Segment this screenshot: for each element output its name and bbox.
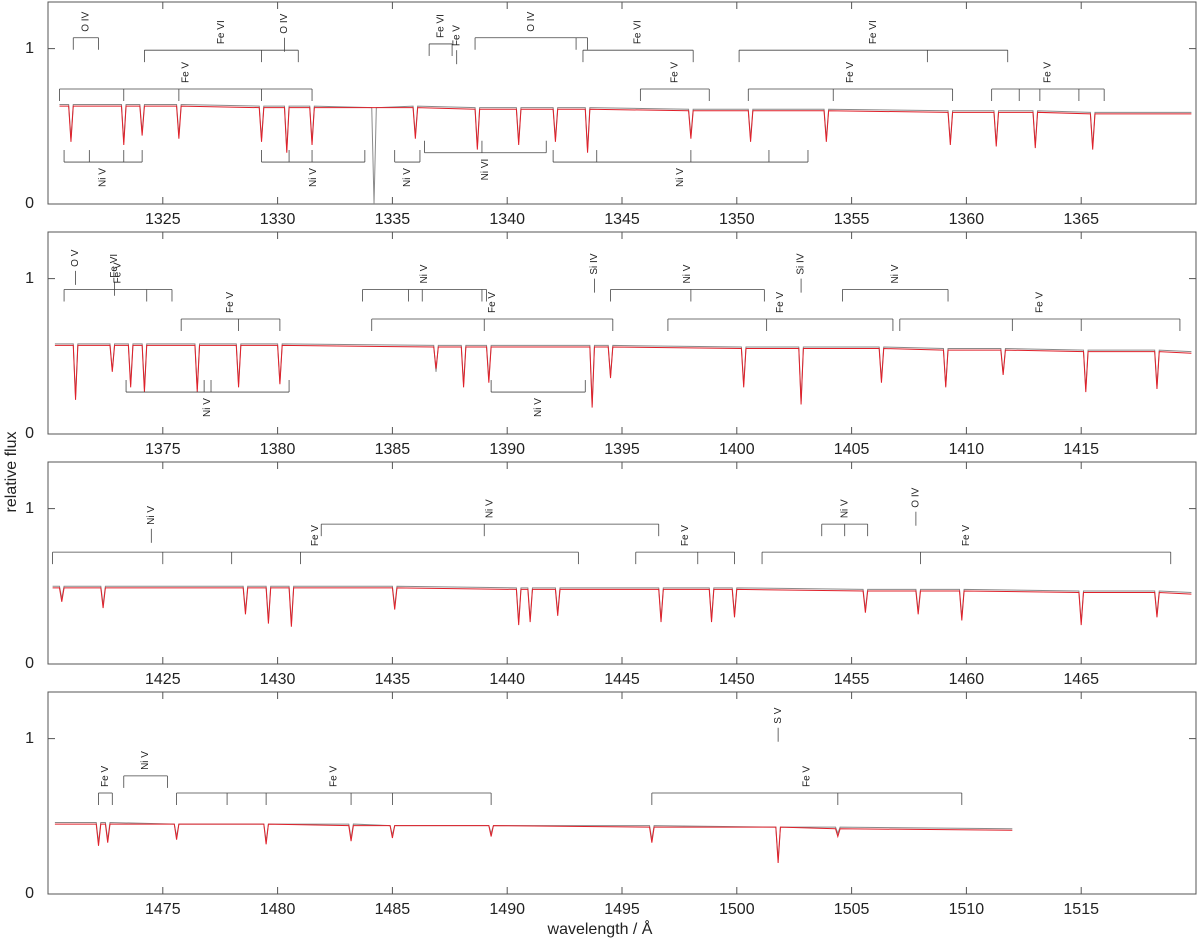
x-tick-label: 1350 [719, 211, 755, 228]
plot-frame [47, 461, 1197, 665]
x-tick-label: 1340 [489, 211, 525, 228]
id-label: Ni V [675, 168, 686, 187]
id-label: Ni V [533, 398, 544, 417]
id-label: Fe V [113, 262, 124, 283]
x-tick-label: 1345 [604, 211, 640, 228]
id-label: Ni V [890, 264, 901, 283]
id-label: Fe VI [633, 20, 644, 44]
id-label: Si IV [589, 253, 600, 274]
id-label: Fe V [100, 766, 111, 787]
spectrum-line [54, 822, 1013, 860]
x-tick-label: 1435 [375, 671, 411, 688]
x-tick-label: 1390 [489, 441, 525, 458]
id-label: Fe VI [216, 20, 227, 44]
x-tick-label: 1505 [834, 901, 870, 918]
id-label: Fe V [680, 525, 691, 546]
spectrum-line [59, 105, 1192, 153]
y-tick-label: 1 [25, 40, 34, 57]
y-tick-label: 1 [25, 270, 34, 287]
id-label: Fe V [961, 525, 972, 546]
x-tick-label: 1500 [719, 901, 755, 918]
y-tick-label: 0 [25, 885, 34, 902]
id-label: S V [773, 707, 784, 723]
spectrum-line [59, 104, 1192, 205]
id-label: Ni V [839, 499, 850, 518]
id-label: Ni V [98, 168, 109, 187]
id-label: O IV [526, 11, 537, 31]
x-tick-label: 1475 [145, 901, 181, 918]
id-label: Fe V [845, 62, 856, 83]
x-tick-label: 1495 [604, 901, 640, 918]
id-label: Fe V [328, 766, 339, 787]
id-label: Ni V [682, 264, 693, 283]
x-tick-label: 1455 [834, 671, 870, 688]
x-tick-label: 1325 [145, 211, 181, 228]
plot-frame [47, 231, 1197, 435]
x-tick-label: 1480 [260, 901, 296, 918]
id-label: Fe V [451, 25, 462, 46]
x-tick-label: 1330 [260, 211, 296, 228]
x-tick-label: 1450 [719, 671, 755, 688]
x-tick-label: 1445 [604, 671, 640, 688]
x-tick-label: 1405 [834, 441, 870, 458]
x-tick-label: 1365 [1063, 211, 1099, 228]
id-label: Ni V [402, 168, 413, 187]
y-tick-label: 1 [25, 730, 34, 747]
x-tick-label: 1440 [489, 671, 525, 688]
id-label: Ni V [485, 499, 496, 518]
x-tick-label: 1430 [260, 671, 296, 688]
id-label: O IV [81, 11, 92, 31]
id-label: Si IV [796, 253, 807, 274]
x-axis-label: wavelength / Å [547, 919, 653, 938]
x-tick-label: 1400 [719, 441, 755, 458]
spectrum-line [54, 343, 1192, 405]
y-tick-label: 0 [25, 655, 34, 672]
id-label: Fe VI [109, 254, 120, 278]
id-label: Ni V [419, 264, 430, 283]
x-tick-label: 1360 [949, 211, 985, 228]
x-tick-label: 1385 [375, 441, 411, 458]
x-tick-label: 1460 [949, 671, 985, 688]
y-tick-label: 0 [25, 195, 34, 212]
x-tick-label: 1395 [604, 441, 640, 458]
x-tick-label: 1375 [145, 441, 181, 458]
x-tick-label: 1465 [1063, 671, 1099, 688]
id-label: Fe VI [868, 20, 879, 44]
id-label: O IV [279, 13, 290, 33]
id-label: Fe V [225, 292, 236, 313]
id-label: Ni V [202, 398, 213, 417]
id-label: O IV [911, 487, 922, 507]
id-label: Fe V [801, 766, 812, 787]
x-tick-label: 1380 [260, 441, 296, 458]
spectrum-line [54, 344, 1192, 408]
id-label: Ni V [140, 751, 151, 770]
id-label: Ni V [146, 506, 157, 525]
id-label: O V [70, 249, 81, 267]
id-label: Ni VI [480, 159, 491, 181]
id-label: Fe V [1043, 62, 1054, 83]
x-tick-label: 1425 [145, 671, 181, 688]
y-tick-label: 1 [25, 500, 34, 517]
spectrum-line [54, 823, 1013, 863]
id-label: Fe VI [435, 14, 446, 38]
x-tick-label: 1485 [375, 901, 411, 918]
x-tick-label: 1490 [489, 901, 525, 918]
x-tick-label: 1415 [1063, 441, 1099, 458]
x-tick-label: 1410 [949, 441, 985, 458]
y-axis-label: relative flux [3, 432, 20, 513]
id-label: Fe V [775, 292, 786, 313]
id-label: Fe V [487, 292, 498, 313]
spectrum-line [52, 587, 1192, 627]
x-tick-label: 1355 [834, 211, 870, 228]
id-label: Fe V [669, 62, 680, 83]
y-tick-label: 0 [25, 425, 34, 442]
x-tick-label: 1335 [375, 211, 411, 228]
x-tick-label: 1510 [949, 901, 985, 918]
id-label: Ni V [308, 168, 319, 187]
id-label: Fe V [310, 525, 321, 546]
id-label: Fe V [180, 62, 191, 83]
id-label: Fe V [1035, 292, 1046, 313]
x-tick-label: 1515 [1063, 901, 1099, 918]
